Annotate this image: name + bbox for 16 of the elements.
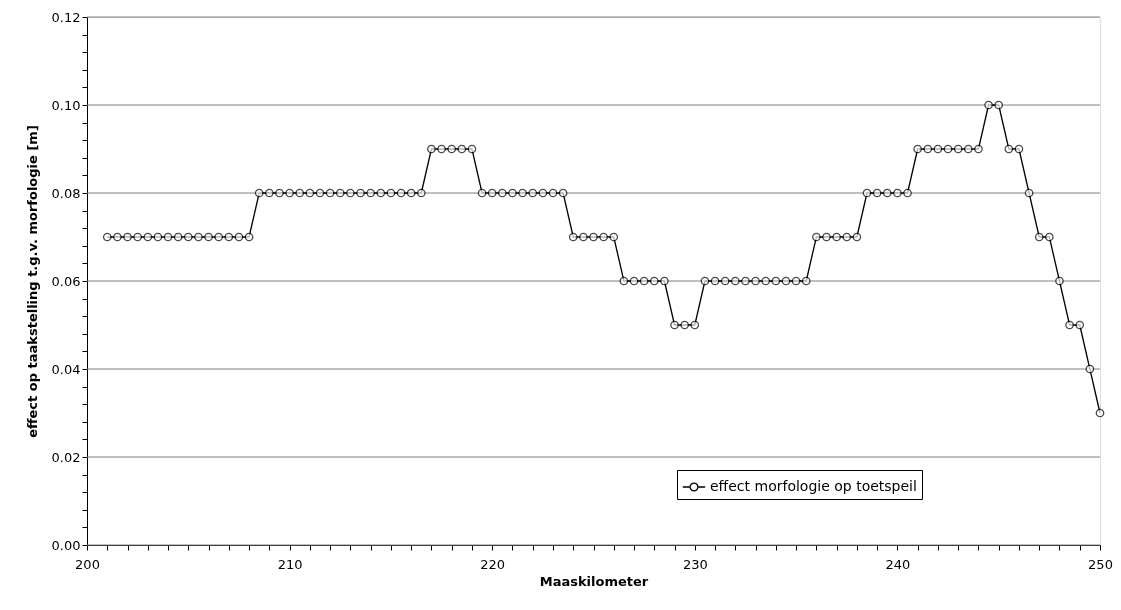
- y-tick-label: 0.08: [51, 185, 81, 201]
- x-tick-label: 240: [885, 556, 911, 572]
- y-tick-label: 0.04: [51, 361, 81, 377]
- y-tick-label: 0.06: [51, 273, 81, 289]
- x-tick-label: 220: [480, 556, 506, 572]
- x-axis-title: Maaskilometer: [539, 573, 649, 589]
- legend-label: effect morfologie op toetspeil: [710, 478, 917, 494]
- x-tick-label: 230: [682, 556, 708, 572]
- y-tick-label: 0.00: [51, 537, 81, 553]
- y-tick-label: 0.02: [51, 449, 81, 465]
- x-tick-label: 250: [1088, 556, 1113, 572]
- y-tick-label: 0.10: [51, 97, 81, 113]
- x-tick-label: 210: [277, 556, 303, 572]
- y-tick-label: 0.12: [51, 9, 81, 25]
- y-axis-title: effect op taakstelling t.g.v. morfologie [m]: [24, 125, 40, 438]
- x-tick-label: 200: [75, 556, 100, 572]
